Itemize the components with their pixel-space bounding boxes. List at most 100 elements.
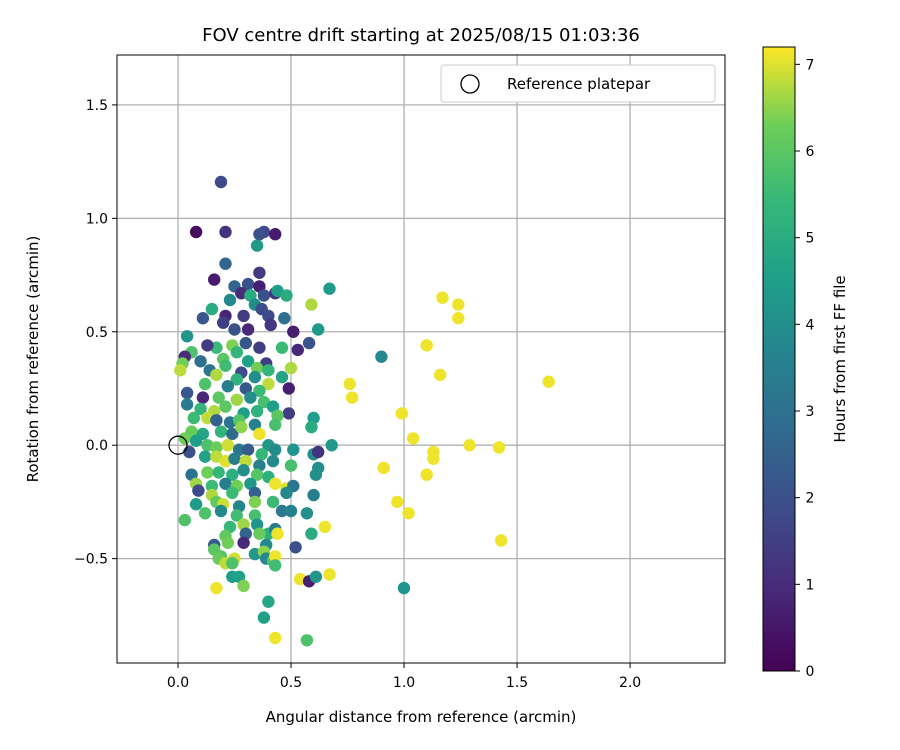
data-point — [208, 273, 221, 286]
data-point — [269, 477, 282, 490]
data-point — [463, 439, 476, 452]
data-point — [192, 484, 205, 497]
data-point — [189, 225, 203, 239]
data-point — [269, 631, 282, 645]
data-point — [323, 282, 336, 295]
data-point — [300, 507, 314, 520]
y-tick-label: 1.5 — [86, 98, 108, 114]
data-point — [237, 536, 250, 549]
data-point — [226, 557, 239, 570]
data-point — [253, 228, 266, 241]
data-point — [269, 559, 282, 572]
data-point — [174, 364, 187, 377]
data-point — [262, 377, 275, 391]
data-point — [282, 382, 295, 395]
data-point — [210, 441, 223, 454]
data-point — [307, 488, 320, 502]
data-point — [305, 527, 318, 540]
data-point — [289, 541, 302, 554]
data-point — [183, 445, 196, 459]
data-point — [391, 495, 404, 509]
data-point — [257, 289, 271, 302]
data-point — [309, 468, 323, 481]
legend: Reference platepar — [440, 64, 716, 103]
data-point — [237, 464, 250, 477]
data-point — [377, 461, 390, 475]
data-point — [255, 448, 268, 461]
colorbar-label: Hours from first FF file — [831, 275, 849, 442]
data-point — [196, 312, 210, 325]
y-tick-label: 0.0 — [86, 438, 108, 454]
data-point — [275, 341, 289, 354]
data-point — [343, 377, 356, 391]
y-axis-label: Rotation from reference (arcmin) — [24, 236, 42, 483]
data-point — [492, 441, 506, 454]
data-point — [402, 507, 415, 520]
data-point — [318, 520, 332, 534]
data-point — [275, 504, 289, 518]
data-point — [312, 323, 325, 336]
data-point — [228, 452, 241, 465]
data-point — [269, 550, 282, 563]
x-tick-label: 0.0 — [167, 675, 189, 691]
data-point — [241, 443, 255, 456]
colorbar-tick-label: 5 — [806, 231, 815, 247]
data-point — [230, 509, 243, 522]
data-point — [244, 391, 257, 404]
data-point — [253, 527, 266, 540]
x-axis-label: Angular distance from reference (arcmin) — [266, 708, 577, 726]
data-point — [253, 266, 266, 279]
data-point — [198, 450, 212, 463]
data-point — [212, 466, 225, 479]
data-point — [241, 355, 255, 368]
data-point — [210, 581, 223, 595]
data-point — [248, 486, 262, 500]
data-point — [217, 316, 230, 329]
chart-title: FOV centre drift starting at 2025/08/15 … — [202, 25, 640, 46]
data-point — [250, 405, 264, 418]
data-point — [219, 400, 232, 413]
data-point — [194, 355, 207, 368]
plot-frame — [116, 54, 726, 664]
data-point — [325, 439, 338, 452]
data-point — [239, 336, 252, 350]
data-point — [395, 407, 408, 420]
legend-box — [440, 64, 716, 103]
data-point — [323, 568, 336, 581]
data-point — [219, 477, 232, 490]
data-point — [406, 432, 420, 445]
data-point — [305, 298, 318, 311]
colorbar-tick-label: 6 — [806, 144, 815, 160]
data-point — [180, 386, 194, 400]
colorbar-ticks: 0 1 2 3 4 5 6 7 — [795, 57, 815, 680]
colorbar-gradient — [762, 46, 796, 672]
legend-marker-reference — [460, 74, 480, 94]
colorbar-tick-label: 0 — [806, 664, 815, 680]
x-tick-label: 0.5 — [280, 675, 302, 691]
data-point — [250, 239, 264, 252]
reference-platepar-marker — [168, 435, 188, 455]
data-point — [219, 359, 232, 372]
data-point — [250, 468, 264, 481]
data-point — [198, 377, 212, 391]
data-point — [436, 291, 449, 304]
data-point — [495, 534, 508, 547]
data-point — [241, 323, 255, 336]
x-tick-label: 1.5 — [506, 675, 528, 691]
y-tick-label: 0.5 — [86, 325, 108, 341]
data-point — [375, 350, 388, 363]
data-point — [205, 302, 219, 316]
data-point — [452, 298, 465, 311]
data-point — [205, 479, 219, 493]
data-point — [194, 402, 207, 416]
data-point — [287, 325, 300, 338]
data-point — [266, 454, 280, 468]
data-point — [226, 427, 239, 441]
data-point — [212, 391, 225, 404]
data-point — [180, 398, 194, 411]
data-point — [219, 225, 232, 239]
data-point — [214, 504, 228, 518]
data-point — [269, 443, 282, 456]
data-point — [201, 466, 214, 479]
data-point — [284, 504, 298, 518]
